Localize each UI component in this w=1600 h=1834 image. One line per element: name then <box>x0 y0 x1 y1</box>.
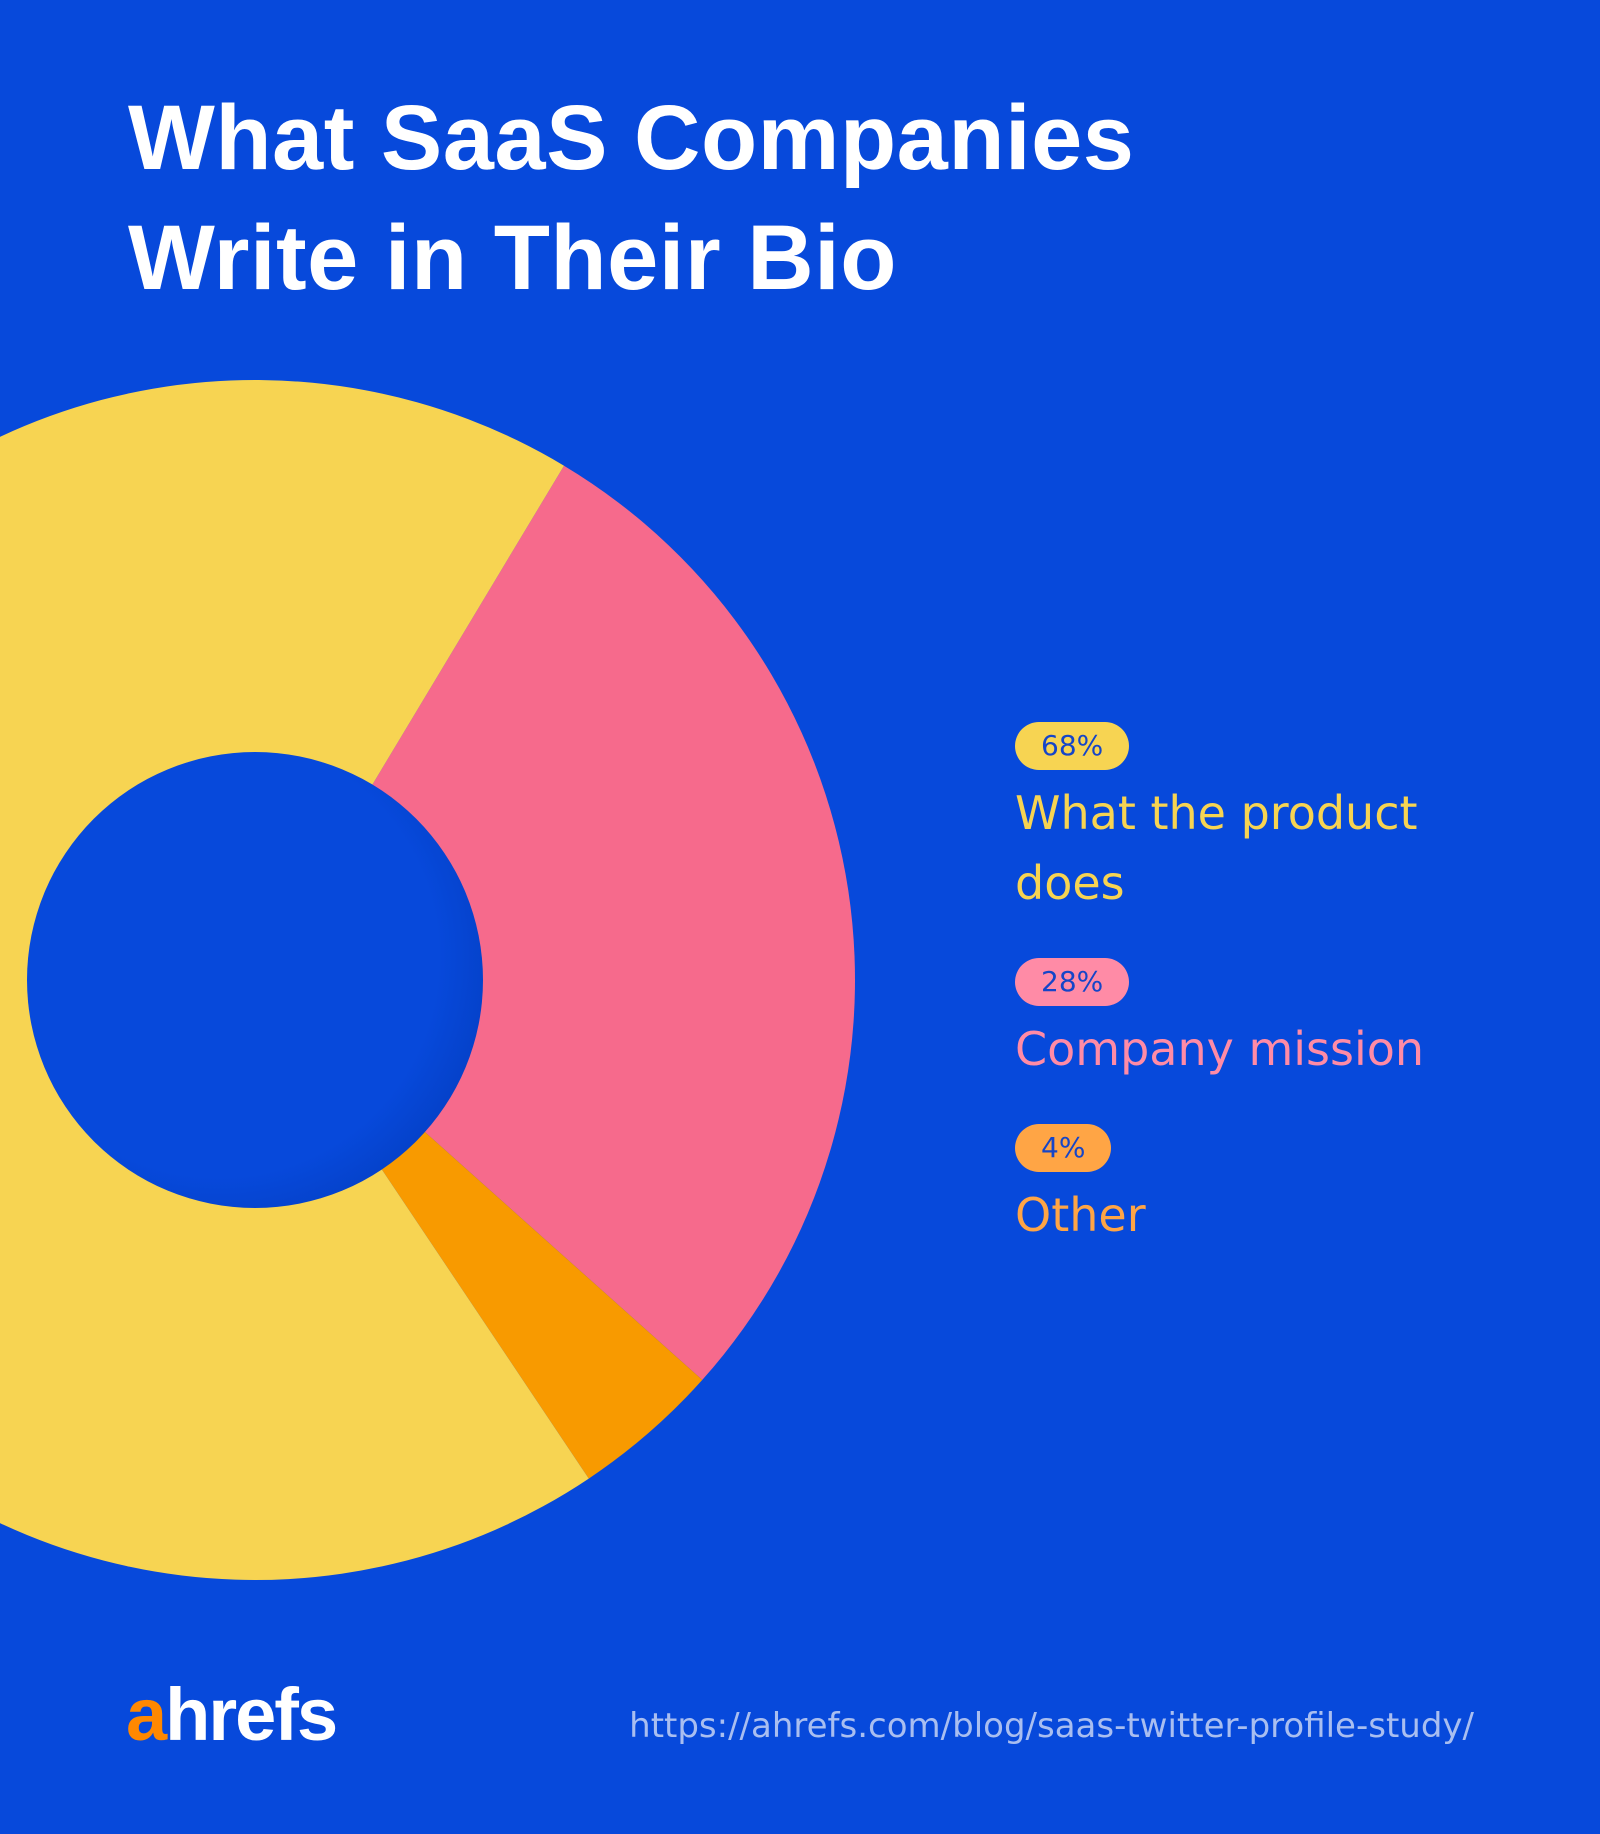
percent-badge: 28% <box>1015 958 1130 1006</box>
logo-text: hrefs <box>165 1673 338 1756</box>
chart-title: What SaaS Companies Write in Their Bio <box>128 78 1134 318</box>
percent-badge: 68% <box>1015 722 1130 770</box>
title-line-2: Write in Their Bio <box>128 207 897 309</box>
source-url-link[interactable]: https://ahrefs.com/blog/saas-twitter-pro… <box>629 1706 1474 1746</box>
legend-label: What the product does <box>1015 786 1418 910</box>
donut-hole <box>27 752 483 1208</box>
legend-label: Other <box>1015 1188 1146 1242</box>
legend-item-mission: 28% Company mission <box>1015 958 1535 1084</box>
percent-badge: 4% <box>1015 1124 1112 1172</box>
title-line-1: What SaaS Companies <box>128 87 1135 189</box>
legend-label: Company mission <box>1015 1022 1425 1076</box>
chart-legend: 68% What the product does 28% Company mi… <box>1015 722 1535 1290</box>
slice-company-mission <box>255 465 855 1380</box>
ahrefs-logo[interactable]: ahrefs <box>126 1672 338 1757</box>
slice-what-the-product-does <box>0 380 589 1580</box>
legend-item-product: 68% What the product does <box>1015 722 1535 918</box>
logo-a: a <box>126 1673 167 1756</box>
legend-item-other: 4% Other <box>1015 1124 1535 1250</box>
